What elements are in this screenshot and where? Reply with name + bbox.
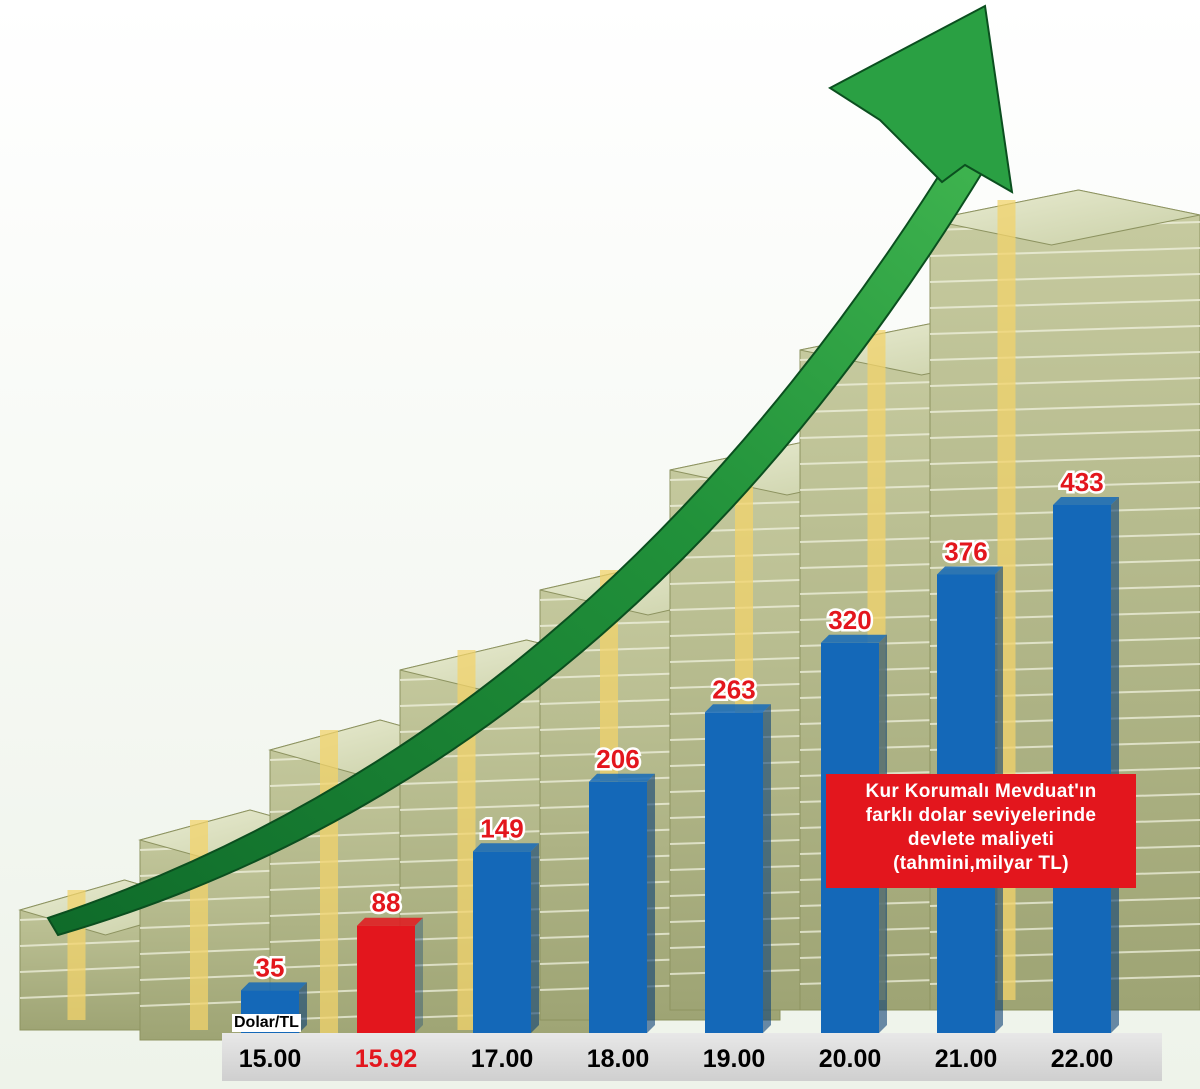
- value-label: 320: [828, 605, 871, 635]
- value-label: 263: [712, 674, 755, 704]
- value-label: 206: [596, 744, 639, 774]
- x-axis-band: [222, 1033, 1162, 1081]
- bar-18.00: [589, 773, 655, 1033]
- chart-title-box: Kur Korumalı Mevduat'ın farklı dolar sev…: [826, 774, 1136, 888]
- bar-19.00: [705, 704, 771, 1033]
- bar-22.00: [1053, 497, 1119, 1033]
- bar-series: [241, 497, 1119, 1033]
- chart-title-line-4: (tahmini,milyar TL): [893, 853, 1069, 874]
- x-axis-title: Dolar/TL: [232, 1014, 301, 1032]
- trend-arrow-icon: [46, 4, 1014, 937]
- chart-title-line-2: farklı dolar seviyelerinde: [865, 805, 1097, 826]
- value-label: 149: [480, 813, 523, 843]
- value-labels: 35 88 149 206 263 320 376 433: [253, 465, 1106, 985]
- value-label: 35: [256, 952, 285, 982]
- bar-15.92: [357, 917, 423, 1033]
- value-label: 88: [372, 888, 401, 918]
- bar-17.00: [473, 843, 539, 1033]
- value-label: 433: [1060, 467, 1103, 497]
- value-label: 376: [944, 537, 987, 567]
- chart-title-line-3: devlete maliyeti: [907, 829, 1055, 850]
- chart-title-line-1: Kur Korumalı Mevduat'ın: [865, 781, 1097, 802]
